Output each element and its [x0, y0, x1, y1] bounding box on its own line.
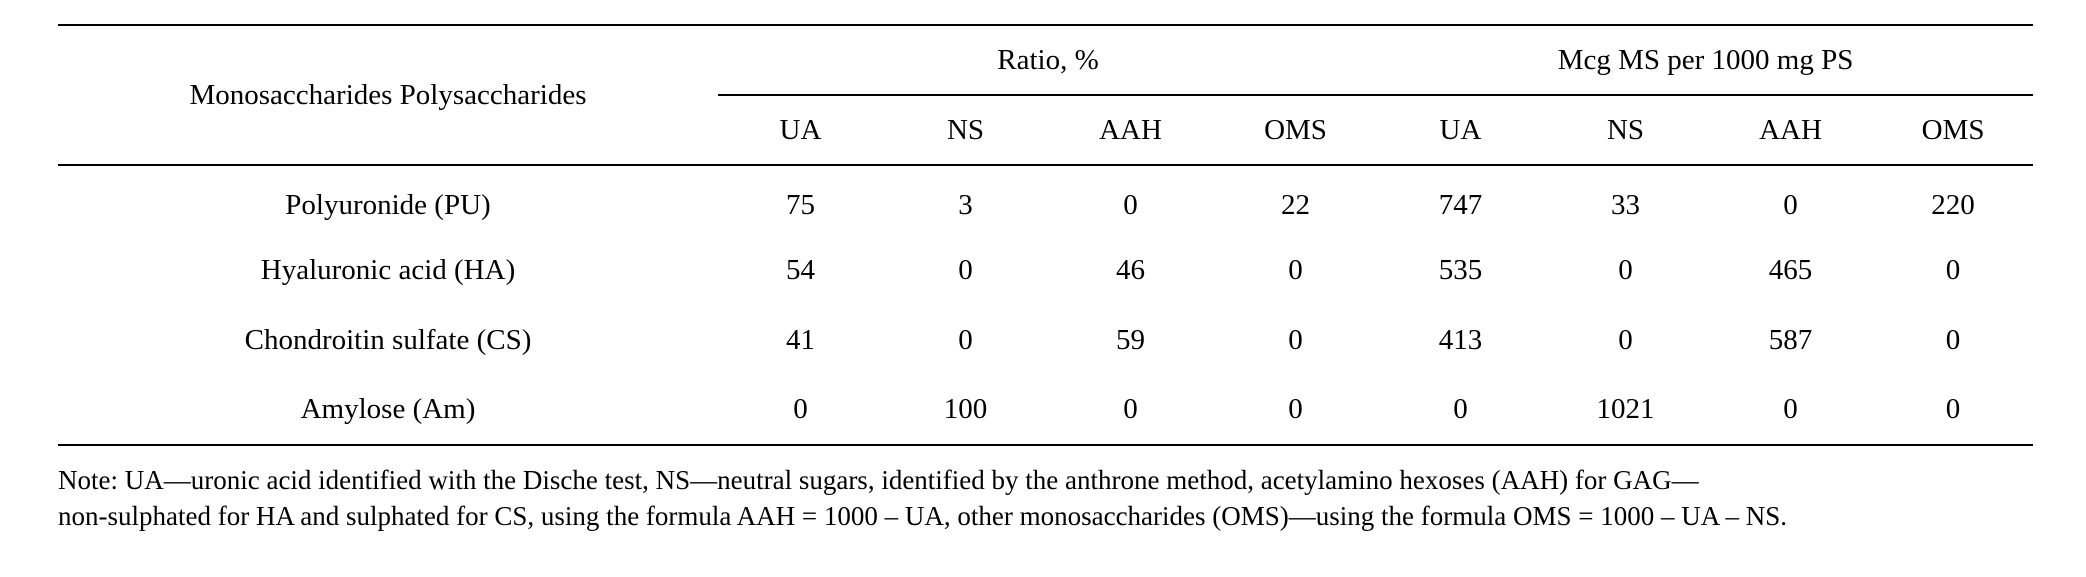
table-cell: 413	[1438, 323, 1483, 356]
table-cell: 587	[1768, 323, 1813, 356]
table-cell: 1021	[1596, 393, 1655, 425]
table-cell: 33	[1611, 189, 1640, 221]
table-cell: 465	[1768, 253, 1813, 286]
note-line-1: Note: UA—uronic acid identified with the…	[58, 465, 1699, 495]
column-header: OMS	[1264, 113, 1327, 146]
table-cell: 0	[793, 393, 808, 425]
row-label: Hyaluronic acid (HA)	[260, 253, 516, 286]
stub-header: Monosaccharides Polysaccharides	[189, 78, 587, 111]
group-header-mcg: Mcg MS per 1000 mg PS	[1378, 25, 2034, 96]
table-cell: 0	[1123, 189, 1138, 221]
monosaccharide-table: Monosaccharides Polysaccharides Ratio, %…	[58, 24, 2034, 446]
table-cell: 0	[1288, 393, 1303, 425]
column-header: OMS	[1921, 113, 1985, 146]
table-cell: 0	[1453, 393, 1468, 425]
table-cell: 535	[1438, 253, 1483, 286]
note-line-2: non-sulphated for HA and sulphated for C…	[58, 501, 1788, 531]
table-cell: 747	[1438, 189, 1483, 221]
table-row: Polyuronide (PU) 75 3 0 22 747 33 0 220	[58, 165, 2033, 235]
row-label: Chondroitin sulfate (CS)	[244, 323, 532, 356]
table-cell: 0	[1945, 393, 1961, 425]
table-cell: 59	[1116, 323, 1145, 356]
group-header-ratio: Ratio, %	[718, 25, 1378, 96]
table-cell: 220	[1931, 189, 1975, 221]
column-header: NS	[946, 113, 985, 146]
sub-header-row: UA NS AAH OMS UA NS AAH OMS	[58, 95, 2034, 165]
column-header: NS	[1606, 113, 1645, 146]
table-cell: 100	[943, 393, 988, 425]
table-cell: 0	[1783, 393, 1798, 425]
table-row: Hyaluronic acid (HA) 54 0 46 0 535 0 465…	[58, 235, 2033, 305]
table-cell: 22	[1281, 189, 1310, 221]
table-cell: 54	[786, 253, 815, 286]
table-cell: 46	[1116, 253, 1145, 286]
row-label: Amylose (Am)	[300, 393, 476, 425]
table-note: Note: UA—uronic acid identified with the…	[58, 462, 2048, 534]
table-cell: 41	[786, 323, 815, 356]
group-header-row: Monosaccharides Polysaccharides Ratio, %…	[58, 25, 2034, 111]
table-row: Chondroitin sulfate (CS) 41 0 59 0 413 0…	[58, 305, 2033, 375]
table-cell: 0	[1945, 323, 1961, 356]
column-header: UA	[1439, 113, 1482, 146]
table-cell: 0	[1618, 323, 1633, 356]
table-row: Amylose (Am) 0 100 0 0 0 1021 0 0	[58, 375, 2034, 445]
table-cell: 0	[1783, 189, 1798, 221]
table-cell: 0	[958, 323, 973, 356]
table-cell: 0	[1288, 253, 1303, 286]
column-header: AAH	[1759, 113, 1822, 146]
column-header: AAH	[1099, 113, 1162, 146]
row-label: Polyuronide (PU)	[285, 189, 491, 221]
table-cell: 0	[958, 253, 973, 286]
data-table-container: Monosaccharides Polysaccharides Ratio, %…	[58, 24, 2034, 446]
table-cell: 3	[958, 189, 973, 221]
table-cell: 75	[786, 189, 815, 221]
table-cell: 0	[1945, 253, 1961, 286]
column-header: UA	[779, 113, 822, 146]
table-cell: 0	[1123, 393, 1138, 425]
table-cell: 0	[1288, 323, 1303, 356]
table-cell: 0	[1618, 253, 1633, 286]
